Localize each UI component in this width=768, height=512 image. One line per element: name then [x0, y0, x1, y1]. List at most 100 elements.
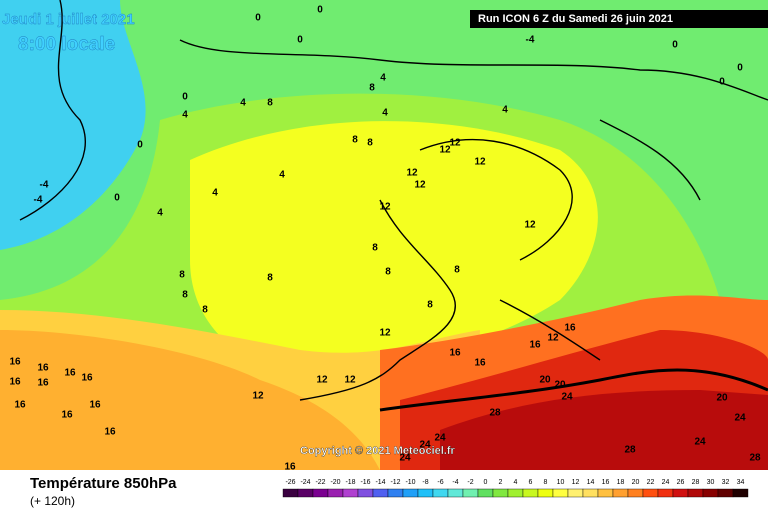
scale-label: -8: [422, 479, 428, 486]
scale-label: 0: [484, 479, 488, 486]
scale-label: -18: [345, 479, 355, 486]
contour-label: 24: [734, 413, 746, 424]
contour-label: 0: [114, 193, 120, 204]
scale-swatch: [342, 488, 359, 498]
scale-label: -22: [315, 479, 325, 486]
lead-time: (+ 120h): [30, 494, 75, 508]
scale-swatch: [612, 488, 629, 498]
contour-label: 0: [297, 35, 303, 46]
scale-swatch: [672, 488, 689, 498]
contour-label: 16: [89, 400, 101, 411]
contour-label: 8: [179, 270, 185, 281]
contour-label: 16: [529, 340, 541, 351]
contour-label: 24: [694, 437, 706, 448]
contour-label: 24: [419, 440, 431, 451]
scale-swatch: [387, 488, 404, 498]
scale-label: -16: [360, 479, 370, 486]
scale-swatch: [492, 488, 509, 498]
contour-label: 8: [267, 273, 273, 284]
scale-swatch: [597, 488, 614, 498]
contour-label: 12: [379, 202, 391, 213]
contour-label: 0: [255, 13, 261, 24]
contour-label: -4: [526, 35, 535, 46]
contour-label: 12: [474, 157, 486, 168]
contour-label: 8: [454, 265, 460, 276]
scale-swatch: [582, 488, 599, 498]
scale-swatch: [447, 488, 464, 498]
contour-label: 8: [385, 267, 391, 278]
scale-swatch: [537, 488, 554, 498]
contour-label: 8: [372, 243, 378, 254]
contour-label: 16: [61, 410, 73, 421]
scale-swatch: [507, 488, 524, 498]
contour-label: 12: [344, 375, 356, 386]
contour-label: 4: [212, 188, 218, 199]
contour-label: 12: [414, 180, 426, 191]
run-info: Run ICON 6 Z du Samedi 26 juin 2021: [478, 13, 673, 25]
contour-label: 20: [554, 380, 566, 391]
contour-label: 4: [182, 110, 188, 121]
contour-label: 8: [182, 290, 188, 301]
variable-title: Température 850hPa: [30, 475, 177, 492]
contour-label: 8: [369, 83, 375, 94]
scale-label: 20: [632, 479, 640, 486]
contour-label: 16: [81, 373, 93, 384]
contour-label: 8: [427, 300, 433, 311]
contour-label: 28: [624, 445, 636, 456]
scale-label: 24: [662, 479, 670, 486]
contour-label: 4: [279, 170, 285, 181]
contour-label: 4: [502, 105, 508, 116]
run-banner: [470, 10, 768, 28]
contour-label: 16: [104, 427, 116, 438]
scale-label: 6: [529, 479, 533, 486]
scale-label: 10: [557, 479, 565, 486]
scale-label: -12: [390, 479, 400, 486]
scale-swatch: [567, 488, 584, 498]
scale-label: 12: [572, 479, 580, 486]
scale-label: -26: [285, 479, 295, 486]
scale-swatch: [282, 488, 299, 498]
scale-label: 4: [514, 479, 518, 486]
contour-label: 16: [64, 368, 76, 379]
contour-label: 16: [14, 400, 26, 411]
scale-label: 8: [544, 479, 548, 486]
contour-label: 12: [439, 145, 451, 156]
forecast-time: 8:00 locale: [18, 34, 115, 55]
scale-swatch: [717, 488, 734, 498]
scale-swatch: [552, 488, 569, 498]
contour-label: 16: [284, 462, 296, 473]
scale-swatch: [732, 488, 749, 498]
scale-swatch: [462, 488, 479, 498]
contour-label: 20: [539, 375, 551, 386]
scale-swatch: [297, 488, 314, 498]
scale-swatch: [432, 488, 449, 498]
contour-label: -4: [40, 180, 49, 191]
scale-swatch: [372, 488, 389, 498]
contour-label: 4: [240, 98, 246, 109]
contour-label: 12: [547, 333, 559, 344]
scale-swatch: [477, 488, 494, 498]
scale-swatch: [522, 488, 539, 498]
scale-swatch: [417, 488, 434, 498]
contour-label: 16: [474, 358, 486, 369]
scale-swatch: [402, 488, 419, 498]
scale-label: 18: [617, 479, 625, 486]
scale-label: 30: [707, 479, 715, 486]
scale-label: -20: [330, 479, 340, 486]
map-field: [0, 0, 768, 471]
contour-label: 4: [382, 108, 388, 119]
scale-label: 34: [737, 479, 745, 486]
contour-label: 8: [202, 305, 208, 316]
contour-label: 12: [524, 220, 536, 231]
scale-swatch: [702, 488, 719, 498]
contour-label: 16: [449, 348, 461, 359]
contour-label: 12: [316, 375, 328, 386]
contour-label: 16: [564, 323, 576, 334]
scale-swatch: [312, 488, 329, 498]
contour-label: 12: [379, 328, 391, 339]
contour-label: 24: [434, 433, 446, 444]
contour-label: 0: [672, 40, 678, 51]
scale-swatch: [687, 488, 704, 498]
